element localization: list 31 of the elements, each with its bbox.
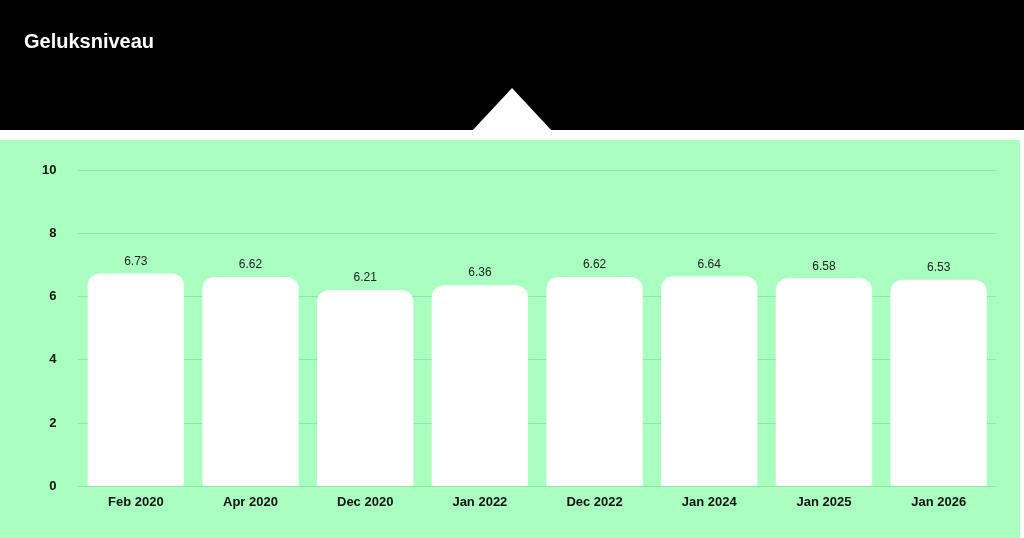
data-label: 6.73: [124, 253, 148, 268]
y-tick-label: 0: [49, 477, 57, 493]
bar: [317, 289, 414, 486]
bar: [890, 279, 987, 486]
data-label: 6.58: [812, 258, 836, 273]
x-tick-label: Dec 2022: [566, 493, 623, 509]
x-tick-label: Jan 2025: [796, 493, 852, 509]
data-label: 6.64: [697, 256, 722, 271]
y-tick-label: 6: [49, 288, 57, 304]
bar: [87, 273, 184, 486]
data-label: 6.62: [582, 257, 607, 272]
y-tick-label: 2: [49, 414, 57, 430]
chart-title: Geluksniveau: [24, 30, 155, 53]
data-label: 6.21: [353, 270, 378, 285]
data-label: 6.53: [926, 260, 951, 275]
x-tick-label: Jan 2026: [911, 493, 967, 509]
data-label: 6.36: [468, 265, 492, 280]
bar: [202, 276, 299, 486]
x-tick-label: Jan 2022: [452, 493, 508, 509]
bar: [661, 276, 758, 486]
bar: [775, 278, 873, 486]
x-tick-label: Apr 2020: [223, 493, 278, 509]
x-tick-label: Feb 2020: [107, 493, 164, 509]
data-label: 6.62: [238, 257, 263, 272]
y-tick-label: 10: [41, 161, 57, 177]
x-tick-label: Dec 2020: [337, 493, 394, 509]
y-tick-label: 4: [49, 351, 58, 367]
y-tick-label: 8: [49, 224, 57, 240]
x-tick-label: Jan 2024: [681, 493, 738, 509]
bar: [546, 276, 643, 486]
bar: [431, 285, 529, 486]
